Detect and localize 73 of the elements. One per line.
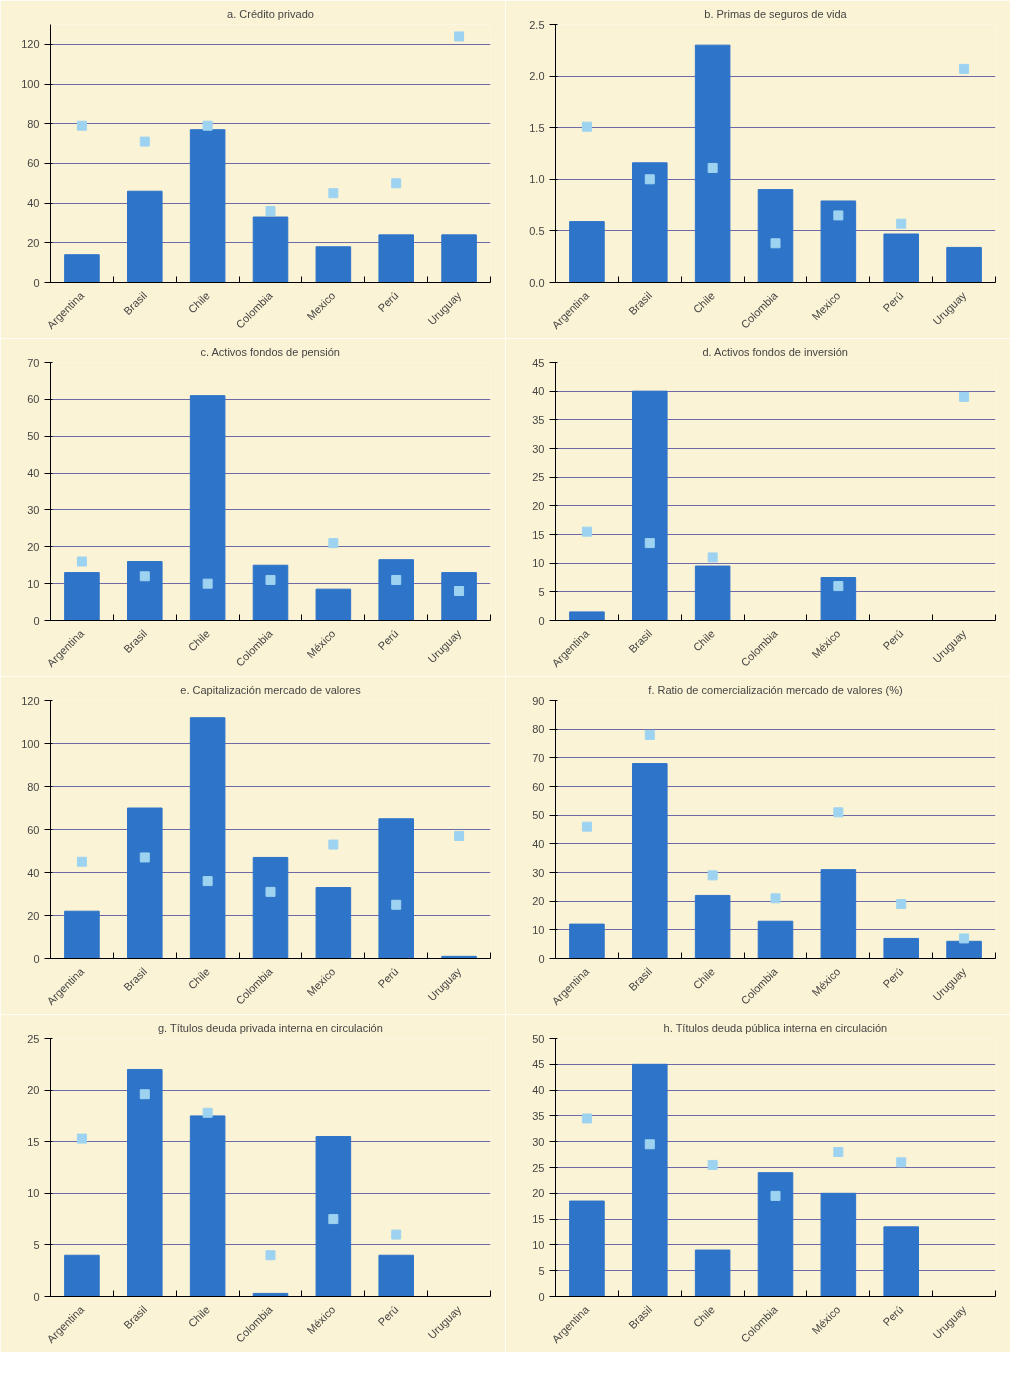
- y-tick-label: 30: [532, 442, 545, 455]
- y-tick-label: 35: [532, 413, 545, 426]
- y-tick-label: 30: [532, 866, 545, 879]
- y-tick-label: 0: [538, 952, 545, 965]
- chart-title: d. Activos fondos de inversión: [702, 345, 848, 358]
- y-tick-label: 20: [532, 1187, 545, 1200]
- y-tick-label: 20: [27, 540, 40, 553]
- y-tick-label: 0: [33, 1290, 40, 1303]
- y-tick-label: 5: [538, 1264, 545, 1277]
- y-tick-label: 20: [27, 1084, 40, 1097]
- y-tick-label: 2.5: [529, 18, 545, 31]
- y-tick-label: 45: [532, 1058, 545, 1071]
- y-tick-label: 10: [532, 1238, 545, 1251]
- y-tick-label: 50: [27, 430, 40, 443]
- y-tick-label: 120: [21, 694, 40, 707]
- y-tick-label: 0: [538, 1290, 545, 1303]
- y-tick-label: 10: [532, 557, 545, 570]
- y-tick-label: 0.0: [529, 276, 545, 289]
- y-tick-label: 50: [532, 1032, 545, 1045]
- y-tick-label: 90: [532, 694, 545, 707]
- y-tick-label: 35: [532, 1109, 545, 1122]
- chart-title: g. Títulos deuda privada interna en circulación: [157, 1021, 383, 1034]
- y-tick-label: 30: [532, 1135, 545, 1148]
- y-tick-label: 10: [27, 577, 40, 590]
- y-tick-label: 5: [33, 1238, 40, 1251]
- y-tick-label: 40: [27, 467, 40, 480]
- y-tick-label: 70: [532, 751, 545, 764]
- y-tick-label: 60: [532, 780, 545, 793]
- y-tick-label: 0: [33, 614, 40, 627]
- y-tick-label: 60: [27, 393, 40, 406]
- chart-title: h. Títulos deuda pública interna en circulación: [663, 1021, 888, 1034]
- y-tick-label: 0: [538, 614, 545, 627]
- y-tick-label: 25: [532, 1161, 545, 1174]
- chart-title: e. Capitalización mercado de valores: [180, 683, 362, 696]
- y-tick-label: 2.0: [529, 70, 545, 83]
- chart-title: f. Ratio de comercialización mercado de valores (%): [648, 683, 903, 696]
- y-tick-label: 20: [532, 895, 545, 908]
- y-tick-label: 70: [27, 356, 40, 369]
- y-tick-label: 50: [532, 809, 545, 822]
- y-tick-label: 10: [532, 923, 545, 936]
- y-tick-label: 40: [532, 1084, 545, 1097]
- y-tick-label: 20: [27, 909, 40, 922]
- y-tick-label: 40: [532, 385, 545, 398]
- y-tick-label: 15: [532, 1213, 545, 1226]
- y-tick-label: 30: [27, 503, 40, 516]
- y-tick-label: 100: [21, 78, 40, 91]
- chart-title: c. Activos fondos de pensión: [200, 345, 340, 358]
- y-tick-label: 60: [27, 157, 40, 170]
- y-tick-label: 120: [21, 38, 40, 51]
- chart-title: b. Primas de seguros de vida: [704, 7, 848, 20]
- y-tick-label: 0: [33, 276, 40, 289]
- y-tick-label: 15: [27, 1135, 40, 1148]
- y-tick-label: 40: [27, 197, 40, 210]
- y-tick-label: 15: [532, 528, 545, 541]
- y-tick-label: 80: [532, 723, 545, 736]
- y-tick-label: 0.5: [529, 224, 545, 237]
- y-tick-label: 10: [27, 1187, 40, 1200]
- y-tick-label: 25: [27, 1032, 40, 1045]
- y-tick-label: 100: [21, 737, 40, 750]
- y-tick-label: 5: [538, 585, 545, 598]
- y-tick-label: 20: [532, 499, 545, 512]
- y-tick-label: 40: [532, 837, 545, 850]
- y-tick-label: 45: [532, 356, 545, 369]
- y-tick-label: 80: [27, 780, 40, 793]
- y-tick-label: 80: [27, 117, 40, 130]
- y-tick-label: 1.5: [529, 121, 545, 134]
- y-tick-label: 25: [532, 471, 545, 484]
- y-tick-label: 60: [27, 823, 40, 836]
- y-tick-label: 40: [27, 866, 40, 879]
- y-tick-label: 0: [33, 952, 40, 965]
- chart-title: a. Crédito privado: [227, 7, 314, 20]
- y-tick-label: 20: [27, 236, 40, 249]
- y-tick-label: 1.0: [529, 173, 545, 186]
